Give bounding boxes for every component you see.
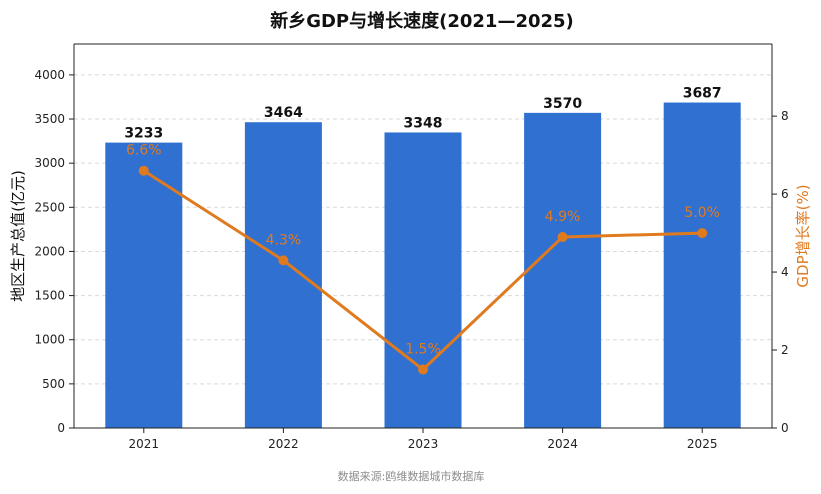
y2-tick-label: 8 [781,109,789,123]
gridlines [74,74,772,385]
bar [384,132,462,429]
y-tick-label: 3500 [34,112,65,126]
x-tick-label: 2023 [408,437,439,451]
bar-value-label: 3233 [124,126,163,142]
y2-axis-label: GDP增长率(%) [794,184,812,287]
growth-point-label: 5.0% [684,205,720,221]
y-tick-label: 2500 [34,200,65,214]
y-tick-label: 4000 [34,68,65,82]
growth-point-label: 4.3% [266,232,302,248]
growth-point-label: 1.5% [405,342,441,358]
growth-point-label: 4.9% [545,209,581,225]
y-tick-label: 2000 [34,244,65,258]
bar-value-label: 3348 [404,115,443,131]
growth-point [418,364,428,375]
chart-title: 新乡GDP与增长速度(2021—2025) [270,10,574,32]
y-tick-label: 3000 [34,156,65,170]
y-tick-label: 0 [57,421,65,435]
y-tick-label: 500 [42,377,65,391]
growth-point [138,165,149,176]
x-tick-label: 2025 [687,437,718,451]
y2-tick-label: 4 [781,265,789,279]
x-tick-label: 2024 [547,437,578,451]
x-tick-label: 2021 [129,437,160,451]
growth-line-series: 6.6% 4.3% 1.5% 4.9% 5.0% [126,143,720,375]
y-tick-label: 1500 [34,289,65,303]
bar-value-label: 3570 [543,96,582,112]
growth-point [557,231,568,242]
y2-tick-label: 2 [781,343,789,357]
y-tick-label: 1000 [34,333,65,347]
bar [663,102,741,429]
axes: 0 500 1000 1500 2000 2500 3000 3500 4000 0 2 4 6 8 202… [34,43,789,451]
growth-point [278,255,289,266]
growth-point [697,228,708,239]
bar [244,122,322,429]
growth-point-label: 6.6% [126,143,162,159]
x-tick-label: 2022 [268,437,299,451]
y-axis-label: 地区生产总值(亿元) [9,170,27,302]
source-note: 数据来源:鸥维数据城市数据库 [338,469,485,483]
y2-tick-label: 0 [781,421,789,435]
bar-value-label: 3464 [264,105,303,121]
bar [524,112,602,429]
y2-tick-label: 6 [781,187,789,201]
bar-series: 3233 3464 3348 3570 3687 [105,86,741,429]
bar [105,142,183,429]
bar-value-label: 3687 [683,86,722,102]
